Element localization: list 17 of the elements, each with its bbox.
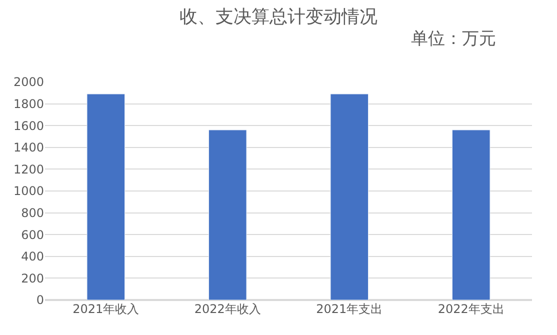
x-tick-label: 2022年支出 [438, 302, 504, 316]
y-tick-label: 0 [36, 293, 44, 308]
y-tick-label: 1800 [13, 97, 44, 111]
y-tick-label: 1200 [13, 162, 44, 176]
chart-title: 收、支决算总计变动情况 [180, 6, 378, 28]
y-tick-label: 400 [21, 250, 44, 264]
y-tick-label: 200 [21, 271, 44, 286]
x-tick-label: 2022年收入 [194, 302, 261, 316]
x-tick-label: 2021年支出 [316, 302, 383, 316]
y-tick-label: 800 [21, 206, 44, 220]
chart-subtitle: 单位：万元 [411, 29, 496, 49]
y-tick-label: 1400 [13, 140, 44, 155]
y-tick-label: 600 [21, 228, 44, 242]
y-tick-label: 1000 [13, 184, 44, 198]
y-tick-label: 1600 [13, 118, 44, 133]
x-tick-label: 2021年收入 [72, 302, 140, 316]
y-tick-label: 2000 [13, 75, 44, 90]
